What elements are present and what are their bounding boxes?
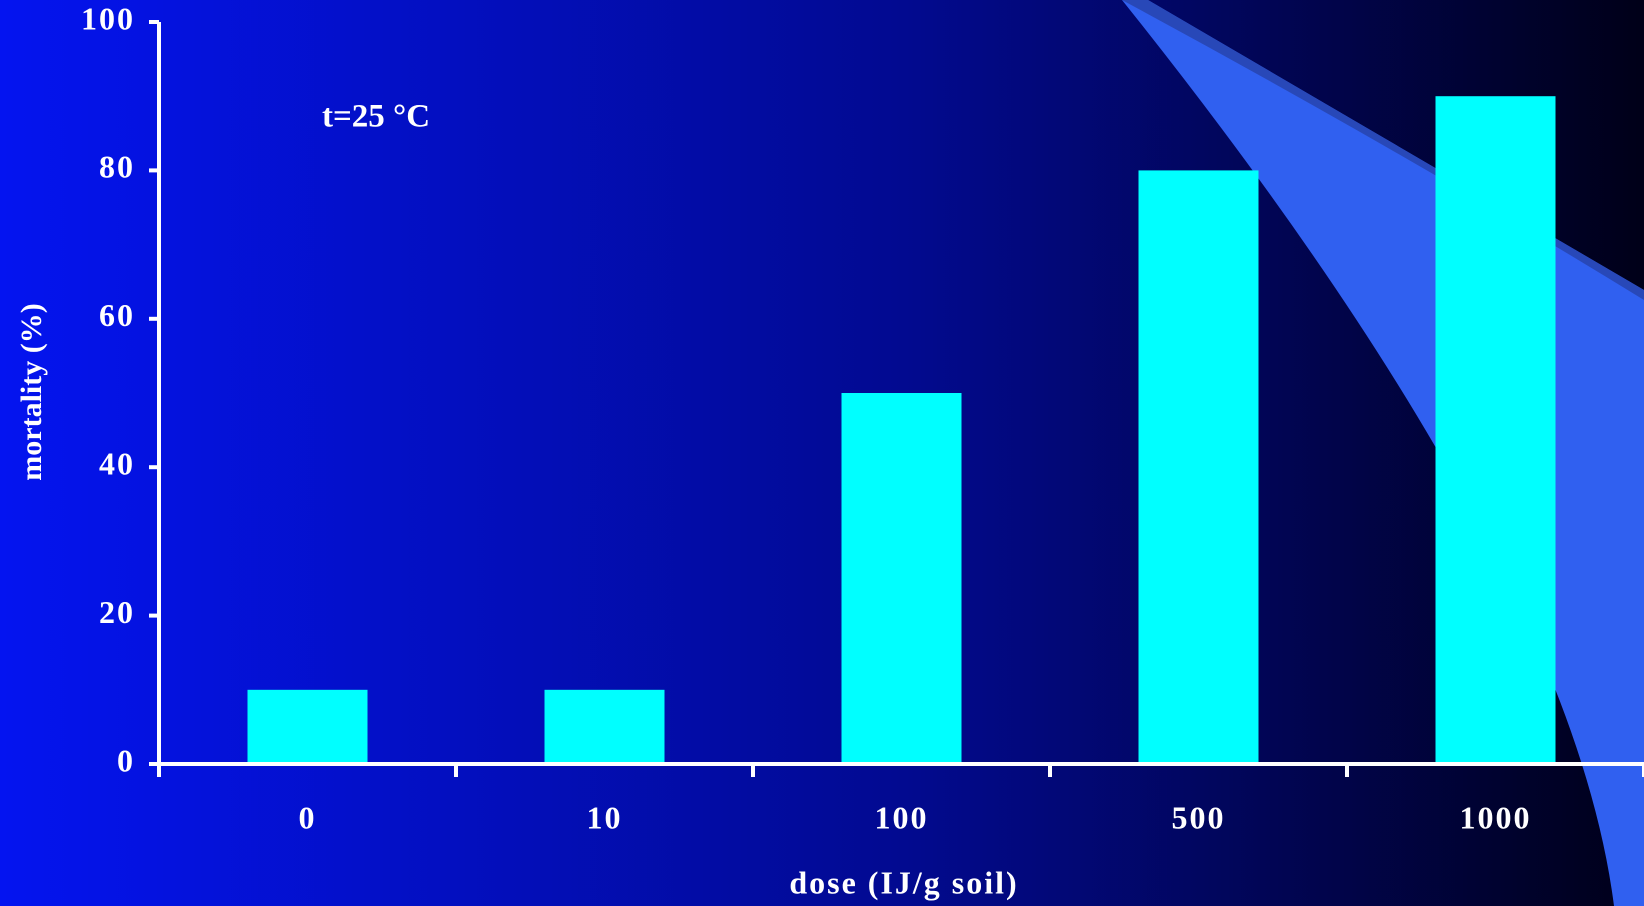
x-tick-label: 1000 xyxy=(1460,799,1532,835)
chart: t=25 °C dose (IJ/g soil) mortality (%) 0… xyxy=(0,0,1644,906)
x-tick-label: 100 xyxy=(875,799,929,835)
bar xyxy=(545,690,665,764)
y-tick-label: 60 xyxy=(99,297,135,333)
y-tick-label: 40 xyxy=(99,446,135,482)
y-tick-label: 80 xyxy=(99,149,135,185)
y-tick-label: 100 xyxy=(81,0,135,36)
background xyxy=(0,0,1644,906)
x-tick-label: 0 xyxy=(299,799,317,835)
y-tick-label: 20 xyxy=(99,594,135,630)
x-axis-label: dose (IJ/g soil) xyxy=(789,864,1018,900)
bar xyxy=(248,690,368,764)
x-tick-label: 10 xyxy=(587,799,623,835)
bar xyxy=(1436,96,1556,764)
x-tick-label: 500 xyxy=(1172,799,1226,835)
bar xyxy=(1139,170,1259,764)
annotation: t=25 °C xyxy=(322,99,430,135)
bar xyxy=(842,393,962,764)
y-axis-label: mortality (%) xyxy=(15,303,48,480)
y-tick-label: 0 xyxy=(117,742,135,778)
